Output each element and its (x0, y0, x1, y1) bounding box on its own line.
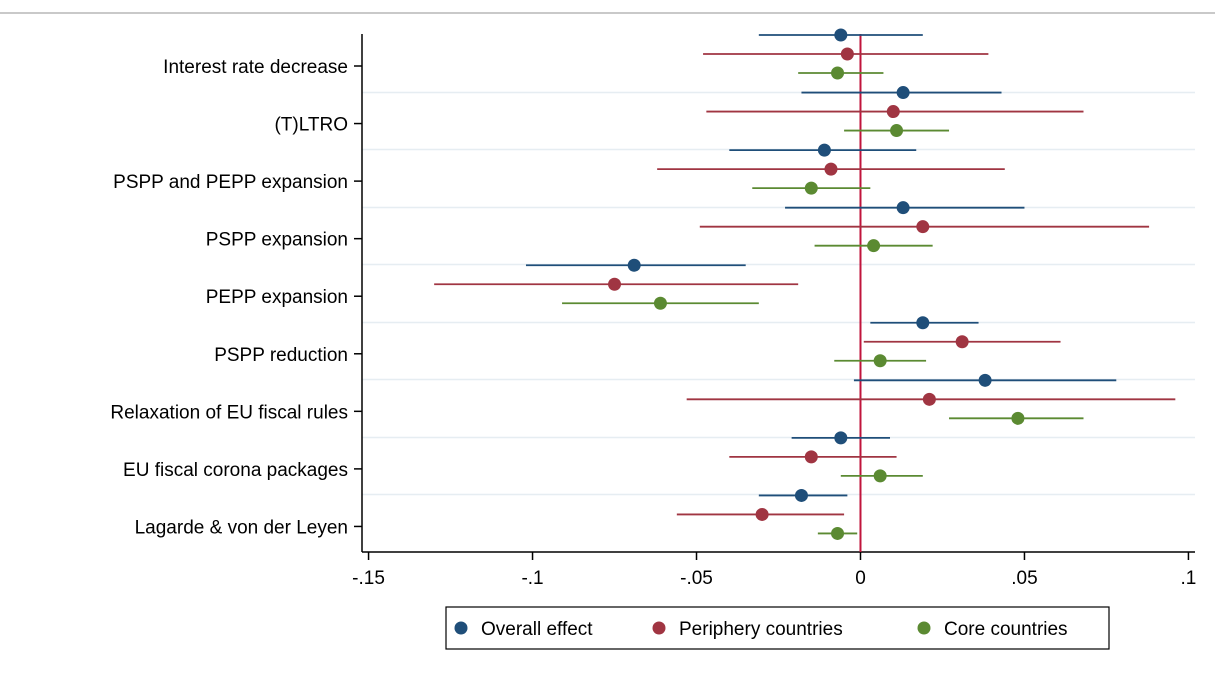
category-label-pspp-reduction: PSPP reduction (214, 345, 348, 366)
point-core-countries-pspp-and-pepp-expansion (804, 181, 818, 195)
top-edge-strip (0, 0, 1215, 14)
legend-marker-overall-effect (454, 621, 468, 635)
category-label-pepp-expansion: PEPP expansion (206, 287, 348, 308)
legend-box (445, 606, 1110, 650)
point-periphery-countries-pspp-reduction (955, 335, 969, 349)
category-labels: Interest rate decrease (T)LTRO PSPP and PE… (110, 57, 348, 538)
point-core-countries-t-ltro (890, 124, 904, 138)
point-core-countries-lagarde-von-der-leyen (831, 526, 845, 540)
category-label-t-ltro: (T)LTRO (274, 115, 348, 136)
point-periphery-countries-pspp-and-pepp-expansion (824, 162, 838, 176)
point-periphery-countries-relaxation-of-eu-fiscal-rules (922, 392, 936, 406)
point-periphery-countries-eu-fiscal-corona-packages (804, 450, 818, 464)
point-core-countries-pspp-expansion (867, 239, 881, 253)
grid-lines (362, 91, 1195, 496)
point-overall-effect-interest-rate-decrease (834, 28, 848, 42)
legend-marker-periphery-countries (652, 621, 666, 635)
x-tick-label: .1 (1181, 568, 1197, 589)
x-tick-label: .05 (1011, 568, 1037, 589)
point-overall-effect-pspp-reduction (916, 316, 930, 330)
point-overall-effect-pspp-and-pepp-expansion (817, 143, 831, 157)
x-tick-label: -.1 (521, 568, 543, 589)
point-core-countries-relaxation-of-eu-fiscal-rules (1011, 411, 1025, 425)
legend-marker-core-countries (917, 621, 931, 635)
x-tick-label: 0 (855, 568, 866, 589)
series-marks (434, 28, 1176, 540)
point-periphery-countries-pepp-expansion (608, 277, 622, 291)
legend: Overall effect Periphery countries Core co… (445, 606, 1110, 650)
category-label-pspp-expansion: PSPP expansion (206, 230, 348, 251)
point-periphery-countries-pspp-expansion (916, 220, 930, 234)
point-periphery-countries-interest-rate-decrease (840, 47, 854, 61)
point-overall-effect-pspp-expansion (896, 201, 910, 215)
x-tick-labels: -.15 -.1 -.05 0 .05 .1 (352, 568, 1196, 589)
x-tick-label: -.05 (680, 568, 713, 589)
legend-label-overall-effect: Overall effect (481, 619, 593, 640)
point-overall-effect-lagarde-von-der-leyen (794, 488, 808, 502)
category-label-lagarde-von-der-leyen: Lagarde & von der Leyen (135, 517, 348, 538)
category-label-eu-fiscal-corona-packages: EU fiscal corona packages (123, 460, 348, 481)
point-overall-effect-pepp-expansion (627, 258, 641, 272)
point-core-countries-interest-rate-decrease (831, 66, 845, 80)
point-overall-effect-relaxation-of-eu-fiscal-rules (978, 373, 992, 387)
point-core-countries-eu-fiscal-corona-packages (873, 469, 887, 483)
point-core-countries-pepp-expansion (653, 296, 667, 310)
x-tick-label: -.15 (352, 568, 385, 589)
point-core-countries-pspp-reduction (873, 354, 887, 368)
legend-label-core-countries: Core countries (944, 619, 1068, 640)
category-label-interest-rate-decrease: Interest rate decrease (163, 57, 348, 78)
axes (354, 34, 1195, 560)
category-label-pspp-and-pepp-expansion: PSPP and PEPP expansion (113, 172, 348, 193)
point-overall-effect-eu-fiscal-corona-packages (834, 431, 848, 445)
point-periphery-countries-lagarde-von-der-leyen (755, 507, 769, 521)
legend-label-periphery-countries: Periphery countries (679, 619, 843, 640)
point-periphery-countries-t-ltro (886, 105, 900, 119)
point-overall-effect-t-ltro (896, 86, 910, 100)
category-label-relaxation-of-eu-fiscal-rules: Relaxation of EU fiscal rules (110, 402, 348, 423)
